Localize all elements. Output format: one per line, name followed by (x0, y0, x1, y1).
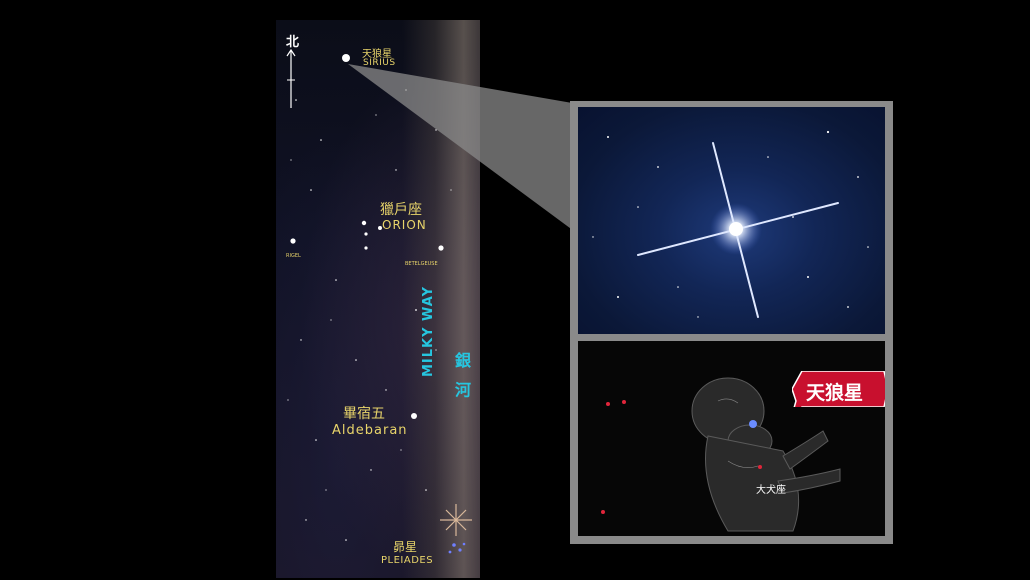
rigel-star (290, 238, 296, 244)
sirius-en-label: SIRIUS (363, 58, 396, 68)
sirius-star (342, 54, 350, 62)
pleiades-cn-label: 昴星 (393, 540, 418, 554)
orion-star (364, 246, 368, 250)
milky-way-cn-label: 銀 河 (452, 352, 471, 402)
aldebaran-star (411, 413, 417, 419)
orion-cn-label: 獵戶座 (380, 202, 422, 218)
aldebaran-en-label: Aldebaran (332, 423, 408, 438)
north-label: 北 (286, 35, 300, 50)
canis-major-label: 大犬座 (756, 485, 786, 496)
orion-en-label: ORION (382, 218, 427, 232)
sirius-tag-label: 天狼星 (806, 382, 864, 404)
orion-star (361, 220, 367, 226)
rigel-label: RIGEL (286, 253, 301, 259)
sirius-flare (592, 130, 869, 318)
betelgeuse-label: BETELGEUSE (405, 261, 438, 267)
canis-major-chart: 天狼星 大犬座 (578, 341, 885, 536)
sirius-marker (749, 420, 757, 428)
north-arrow-icon (286, 48, 296, 108)
pleiades-en-label: PLEIADES (381, 555, 434, 566)
pleiades-star (440, 504, 472, 536)
canis-major-dog-figure (601, 377, 841, 532)
orion-star (364, 232, 368, 236)
sirius-cn-label: 天狼星 (362, 49, 392, 60)
sirius-tag (792, 371, 885, 407)
sirius-photo (578, 107, 885, 334)
aldebaran-cn-label: 畢宿五 (343, 406, 385, 422)
betelgeuse-star (438, 245, 444, 251)
detail-panel: 天狼星 大犬座 (570, 101, 893, 544)
orion-star (378, 226, 382, 230)
